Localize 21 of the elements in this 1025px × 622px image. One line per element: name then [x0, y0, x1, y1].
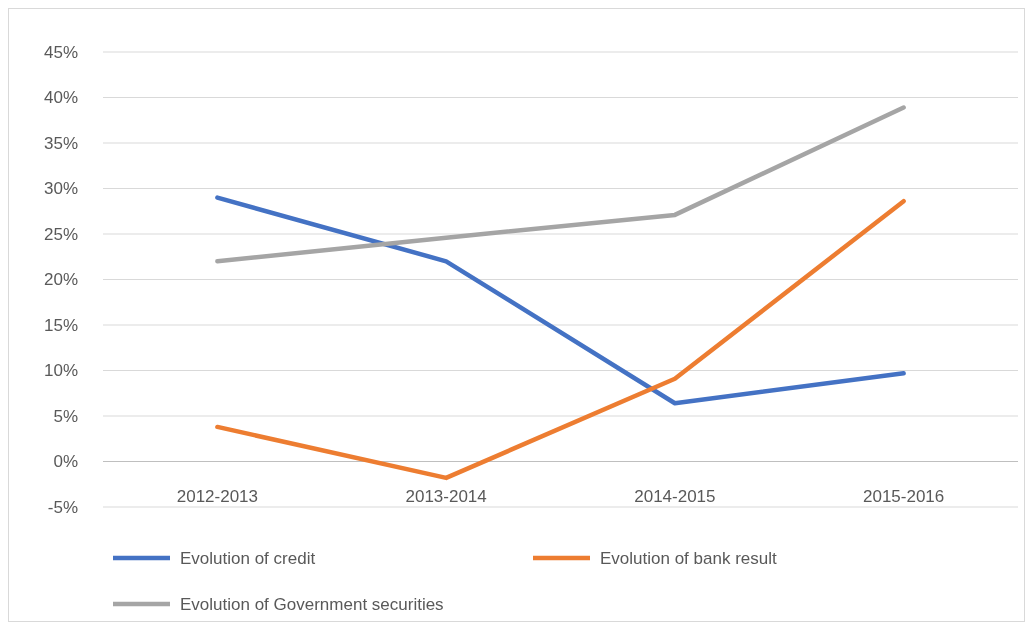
y-tick-label: 10%	[43, 361, 78, 381]
y-tick-label: 35%	[43, 133, 78, 153]
y-tick-label: 0%	[53, 452, 78, 472]
x-tick-label: 2013-2014	[405, 486, 487, 506]
y-tick-label: 15%	[43, 315, 78, 335]
y-tick-label: 30%	[43, 179, 78, 199]
legend-label: Evolution of Government securities	[180, 594, 444, 614]
y-tick-label: 45%	[43, 42, 78, 62]
y-tick-label: 25%	[43, 224, 78, 244]
y-tick-label: -5%	[47, 497, 78, 517]
y-tick-label: 5%	[53, 406, 78, 426]
y-tick-label: 20%	[43, 270, 78, 290]
x-tick-label: 2012-2013	[176, 486, 259, 506]
line-series	[215, 198, 906, 481]
line-series	[215, 105, 906, 264]
legend-label: Evolution of credit	[180, 548, 316, 568]
legend-label: Evolution of bank result	[600, 548, 777, 568]
x-tick-label: 2014-2015	[634, 486, 716, 506]
y-tick-label: 40%	[43, 88, 78, 108]
x-tick-label: 2015-2016	[862, 486, 945, 506]
line-series	[215, 195, 906, 406]
